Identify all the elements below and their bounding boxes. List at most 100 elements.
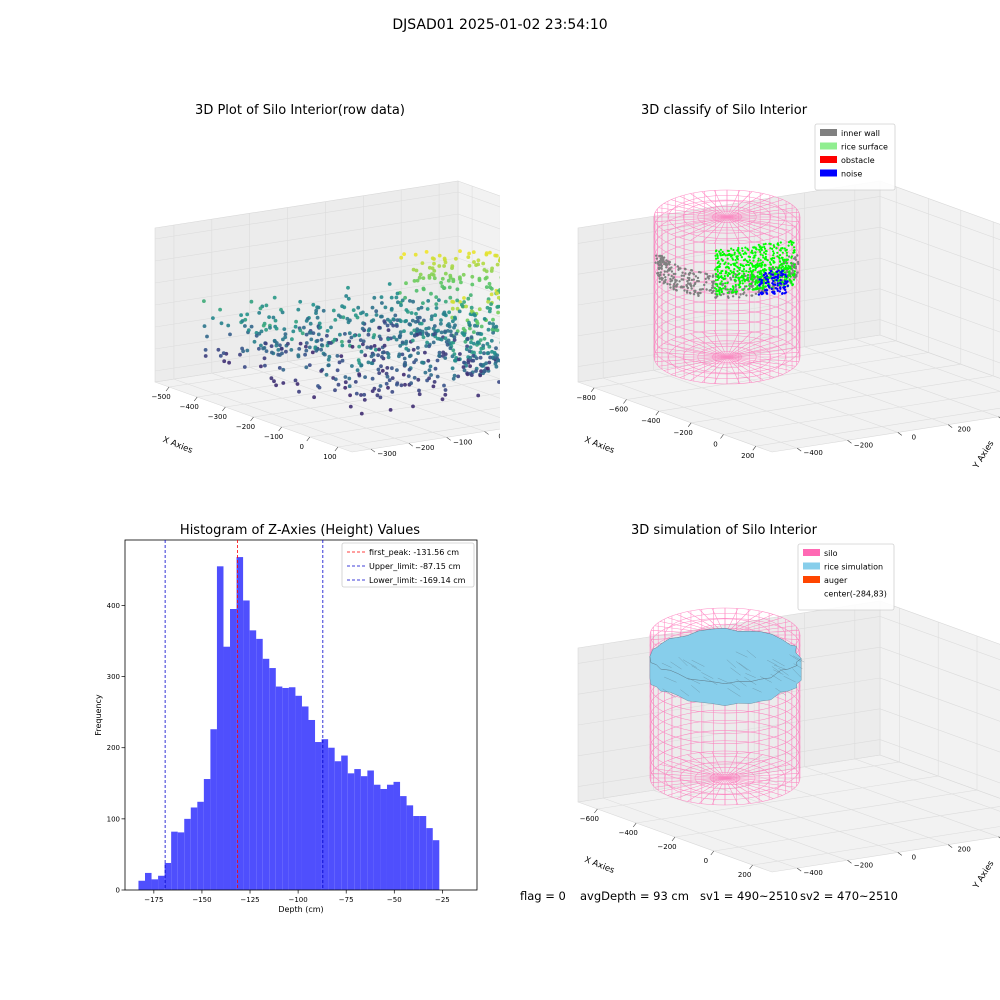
inner-wall-point (666, 270, 669, 273)
rice-surface-point (774, 266, 778, 269)
scan-point (329, 341, 333, 345)
raw-data-3d-plot: −500−400−300−200−1000100−300−200−1000100… (151, 180, 500, 461)
rice-surface-point (737, 273, 740, 276)
scan-point (249, 324, 254, 329)
scan-point (499, 296, 500, 300)
scan-point (442, 286, 447, 290)
scan-point (343, 385, 348, 390)
scan-point (466, 296, 471, 301)
mesh-line (736, 679, 747, 687)
rice-surface-point (733, 251, 736, 254)
scan-point (499, 276, 500, 279)
scan-point (291, 329, 296, 334)
scan-point (432, 276, 437, 281)
scan-point (390, 376, 395, 380)
histogram-bar (190, 807, 198, 890)
scan-point (476, 258, 481, 263)
rice-surface-point (739, 281, 742, 284)
scan-point (469, 305, 474, 310)
grid-line (577, 739, 1000, 787)
inner-wall-point (697, 294, 700, 297)
scan-point (389, 306, 394, 311)
scan-point (295, 382, 300, 386)
rice-surface-point (793, 263, 796, 266)
scan-point (296, 307, 301, 312)
mesh-line (701, 672, 714, 679)
scan-point (357, 372, 361, 377)
scan-point (462, 368, 467, 373)
status-sv2: sv2 = 470~2510 (800, 889, 898, 903)
y-tick-label: −300 (377, 450, 396, 458)
legend-label: obstacle (841, 156, 875, 165)
scan-point (427, 368, 432, 373)
rice-surface-point (793, 272, 796, 275)
scan-point (454, 256, 458, 261)
scan-point (396, 300, 400, 305)
scan-point (433, 366, 438, 371)
legend-swatch (820, 169, 837, 177)
legend-box (797, 543, 895, 611)
scan-point (439, 330, 444, 335)
scan-point (478, 355, 483, 360)
scan-point (439, 318, 443, 322)
x-tick-label: −75 (339, 896, 354, 904)
silo-spoke (654, 768, 726, 779)
scan-point (397, 334, 402, 339)
mesh-line (670, 661, 682, 670)
scan-point (346, 296, 351, 301)
scan-point (363, 375, 367, 379)
scan-point (274, 326, 279, 331)
scan-point (267, 315, 271, 319)
scan-point (451, 277, 456, 282)
scan-point (228, 332, 232, 337)
rice-surface-point (734, 259, 737, 262)
scan-point (325, 333, 329, 338)
scan-point (424, 344, 429, 348)
silo-spoke (679, 356, 728, 378)
scan-point (297, 389, 301, 394)
rice-surface-point (722, 278, 725, 281)
silo-spoke (724, 752, 751, 779)
scan-point (357, 361, 362, 365)
mesh-line (792, 668, 801, 678)
inner-wall-point (667, 273, 670, 277)
histogram-bar (203, 779, 211, 890)
inner-wall-point (694, 275, 698, 278)
rice-surface-point (726, 288, 729, 291)
axes-frame (124, 539, 478, 891)
inner-wall-point (704, 277, 707, 281)
scan-point (358, 338, 363, 342)
noise-point (774, 283, 777, 286)
scan-point (454, 331, 459, 336)
mesh-line (773, 669, 784, 675)
histogram-bar (216, 566, 224, 890)
noise-point (765, 275, 769, 278)
scan-point (472, 260, 476, 264)
scan-point (450, 306, 455, 311)
mesh-line (746, 650, 757, 658)
y-tick-label: −100 (453, 438, 472, 446)
histogram-bar (432, 840, 440, 890)
scan-point (461, 365, 466, 369)
silo-spoke (726, 333, 764, 358)
inner-wall-point (663, 270, 666, 273)
scan-point (456, 374, 461, 379)
scan-point (257, 311, 262, 315)
rice-surface-point (720, 288, 723, 291)
inner-wall-point (699, 271, 702, 274)
scan-point (373, 347, 378, 352)
rice-surface-point (730, 271, 733, 274)
noise-point (776, 284, 779, 287)
y-axis-label: Frequency (94, 694, 103, 736)
inner-wall-point (660, 266, 663, 269)
scan-point (376, 353, 380, 358)
inner-wall-point (690, 278, 694, 282)
noise-point (781, 292, 784, 295)
rice-surface-point (763, 247, 767, 250)
scan-point (409, 331, 414, 336)
inner-wall-point (721, 284, 724, 287)
silo-spoke (699, 777, 726, 804)
scan-point (380, 350, 385, 355)
rice-surface-point (718, 264, 721, 267)
silo-spoke (724, 777, 751, 804)
